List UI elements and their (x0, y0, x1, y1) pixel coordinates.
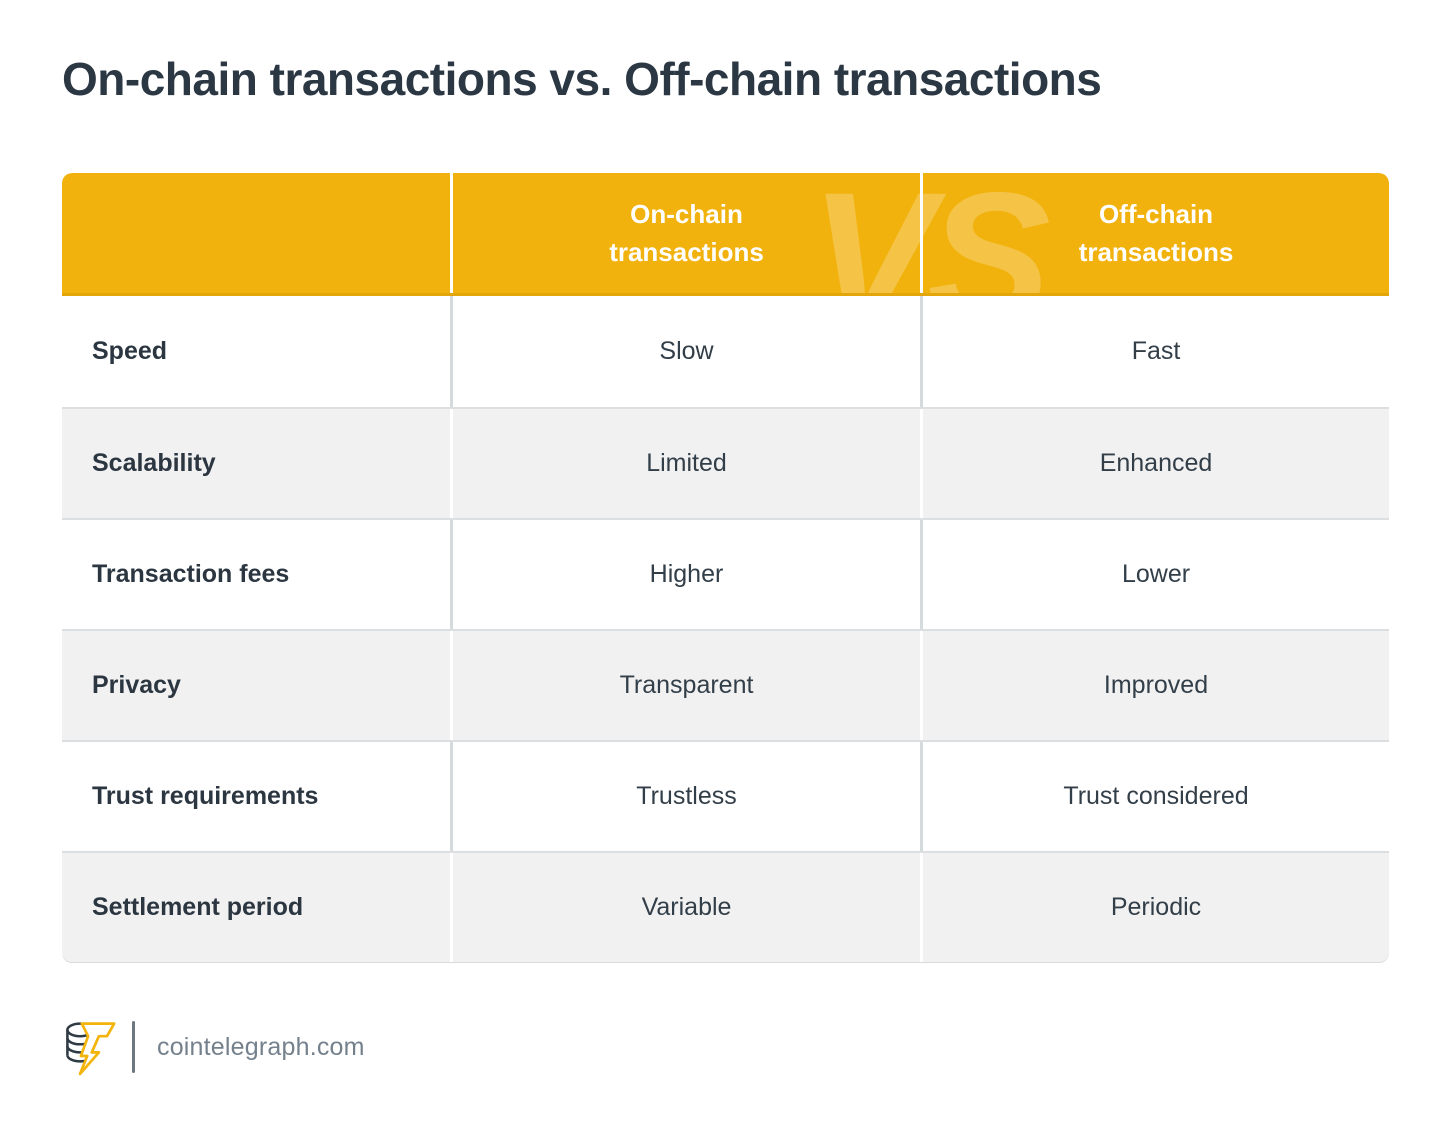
header-label-onchain: On-chain transactions (609, 199, 764, 268)
cell-onchain: Variable (450, 853, 920, 963)
row-label: Trust requirements (92, 782, 319, 811)
cell-offchain: Trust considered (920, 742, 1389, 852)
footer: cointelegraph.com (62, 1018, 1389, 1076)
header-cell-empty (62, 173, 450, 293)
cell-onchain: Trustless (450, 742, 920, 852)
cell-onchain: Higher (450, 520, 920, 630)
cell-onchain: Slow (450, 296, 920, 408)
header-cell-offchain: Off-chain transactions (920, 173, 1389, 294)
page-title: On-chain transactions vs. Off-chain tran… (62, 53, 1102, 105)
header-cell-onchain: On-chain transactions (450, 173, 920, 294)
footer-divider (132, 1021, 135, 1074)
table-row-trust-requirements: Trust requirements Trustless Trust consi… (62, 740, 1389, 852)
cell-offchain: Periodic (920, 853, 1389, 963)
table-row-settlement-period: Settlement period Variable Periodic (62, 851, 1389, 963)
row-label: Privacy (92, 671, 181, 700)
cell-offchain: Fast (920, 296, 1389, 408)
table-row-scalability: Scalability Limited Enhanced (62, 407, 1389, 519)
table-row-transaction-fees: Transaction fees Higher Lower (62, 518, 1389, 630)
cointelegraph-logo-icon (62, 1018, 116, 1076)
table-row-speed: Speed Slow Fast (62, 296, 1389, 408)
row-label: Speed (92, 337, 168, 366)
cell-offchain: Lower (920, 520, 1389, 630)
table-row-privacy: Privacy Transparent Improved (62, 629, 1389, 741)
cell-offchain: Improved (920, 631, 1389, 741)
comparison-table: VS. On-chain transactions Off-chain tran… (62, 173, 1389, 963)
cell-onchain: Limited (450, 409, 920, 519)
header-label-offchain: Off-chain transactions (1078, 199, 1234, 268)
row-label: Settlement period (92, 893, 304, 922)
table-header-row: VS. On-chain transactions Off-chain tran… (62, 173, 1389, 297)
row-label: Scalability (92, 449, 216, 478)
cell-onchain: Transparent (450, 631, 920, 741)
footer-site-url: cointelegraph.com (157, 1032, 365, 1061)
row-label: Transaction fees (92, 560, 290, 589)
cell-offchain: Enhanced (920, 409, 1389, 519)
